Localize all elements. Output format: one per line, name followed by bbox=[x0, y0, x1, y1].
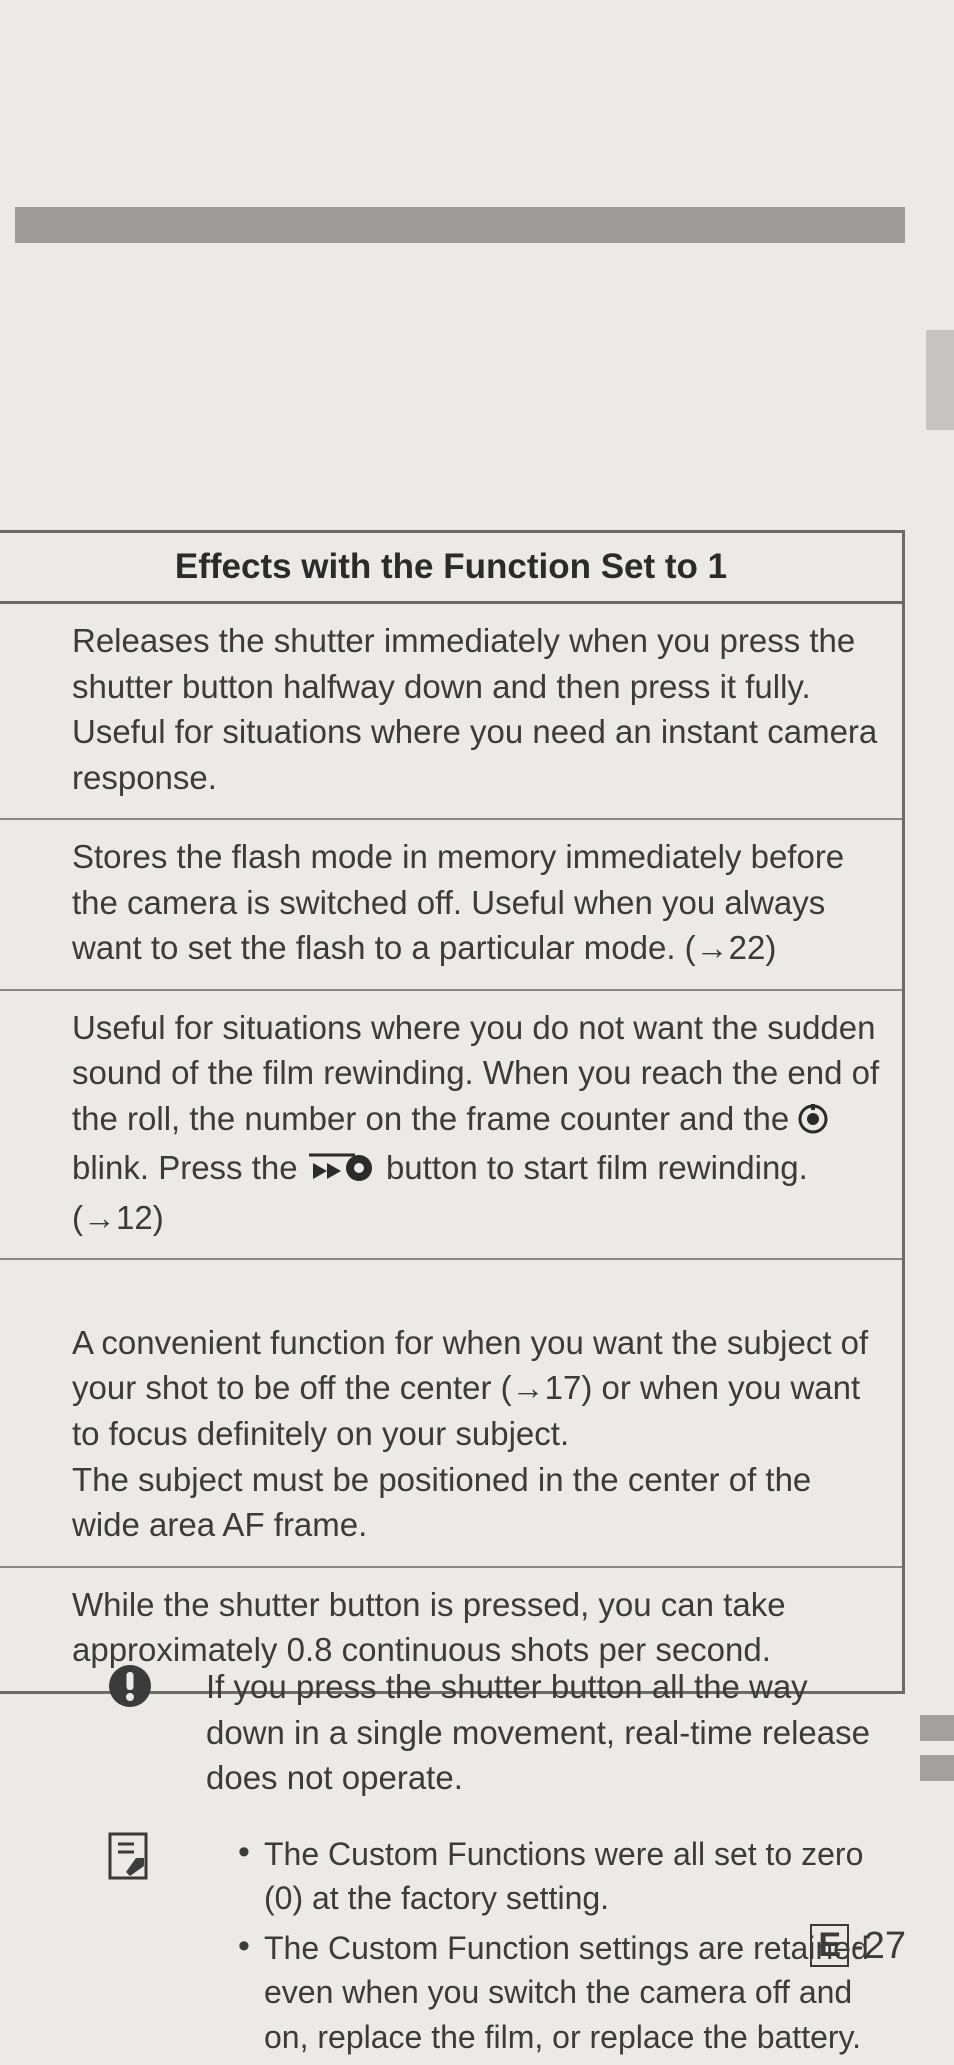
table-row: Useful for situations where you do not w… bbox=[0, 991, 902, 1261]
table-row: A convenient function for when you want … bbox=[0, 1260, 902, 1567]
row-text-mid: blink. Press the bbox=[72, 1149, 307, 1186]
page-num-value: -27 bbox=[851, 1925, 906, 1967]
effects-table-header: Effects with the Function Set to 1 bbox=[0, 533, 902, 604]
effects-table: Effects with the Function Set to 1 Relea… bbox=[0, 530, 905, 1694]
film-cartridge-icon bbox=[798, 1100, 828, 1146]
table-row: Releases the shutter immediately when yo… bbox=[0, 604, 902, 820]
manual-page: Effects with the Function Set to 1 Relea… bbox=[0, 0, 954, 1982]
row-text: Releases the shutter immediately when yo… bbox=[72, 622, 877, 796]
section-header-bar bbox=[15, 207, 905, 243]
rewind-button-icon bbox=[307, 1149, 377, 1195]
row-text-before: Useful for situations where you do not w… bbox=[72, 1009, 879, 1137]
info-note: The Custom Functions were all set to zer… bbox=[90, 1832, 870, 2065]
page-prefix: E bbox=[810, 1924, 849, 1967]
info-item-text: The Custom Function settings are retaine… bbox=[264, 1930, 869, 2054]
info-item-text: The Custom Functions were all set to zer… bbox=[264, 1836, 863, 1916]
row-text: A convenient function for when you want … bbox=[72, 1324, 868, 1543]
table-row: Stores the flash mode in memory immediat… bbox=[0, 820, 902, 991]
thumb-tab-small-2 bbox=[920, 1755, 954, 1781]
thumb-tab bbox=[926, 330, 954, 430]
caution-note: If you press the shutter button all the … bbox=[90, 1664, 880, 1801]
thumb-tab-small-1 bbox=[920, 1715, 954, 1741]
list-item: The Custom Functions were all set to zer… bbox=[238, 1832, 870, 1920]
caution-text: If you press the shutter button all the … bbox=[206, 1664, 880, 1801]
info-list: The Custom Functions were all set to zer… bbox=[238, 1832, 870, 2059]
list-item: The Custom Function settings are retaine… bbox=[238, 1926, 870, 2058]
row-text: Stores the flash mode in memory immediat… bbox=[72, 838, 844, 966]
page-number: E-27 bbox=[810, 1924, 906, 1968]
row-text: While the shutter button is pressed, you… bbox=[72, 1586, 786, 1669]
